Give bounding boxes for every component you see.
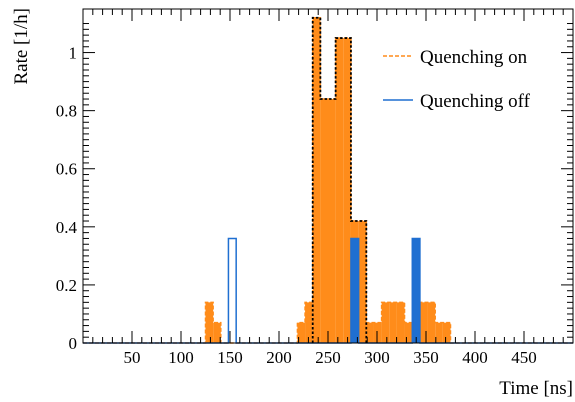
y-axis-title: Rate [1/h] bbox=[11, 8, 32, 85]
axis-ticks bbox=[83, 9, 573, 343]
legend-label-quenching-on: Quenching on bbox=[420, 47, 528, 68]
quenching-on-bar-1 bbox=[205, 302, 214, 343]
y-tick-label-0: 0 bbox=[69, 334, 78, 353]
x-axis-title: Time [ns] bbox=[499, 378, 573, 399]
axis-tick-labels: 50 100 150 200 250 300 350 400 450 0 0.2 0.4 0.6 0.8 1 bbox=[56, 44, 537, 367]
y-tick-label-3: 0.6 bbox=[56, 160, 77, 179]
quenching-on-bar-13 bbox=[366, 322, 374, 343]
x-tick-label-350: 350 bbox=[413, 348, 439, 367]
quenching-on-bar-23 bbox=[442, 322, 451, 343]
y-tick-label-5: 1 bbox=[69, 44, 78, 63]
x-tick-label-400: 400 bbox=[462, 348, 488, 367]
quenching-on-bar-8 bbox=[328, 99, 336, 343]
x-tick-label-50: 50 bbox=[124, 348, 141, 367]
x-tick-label-450: 450 bbox=[511, 348, 537, 367]
quenching-off-bar-3 bbox=[350, 238, 359, 343]
quenching-on-bar-15 bbox=[381, 302, 390, 343]
quenching-on-bar-6 bbox=[312, 17, 321, 343]
quenching-on-bar-9 bbox=[335, 38, 344, 343]
quenching-on-bar-4 bbox=[297, 322, 306, 343]
quenching-on-bar-20 bbox=[419, 302, 428, 343]
quenching-on-bar-22 bbox=[435, 322, 443, 343]
quenching-on-bar-21 bbox=[427, 302, 436, 343]
x-tick-label-300: 300 bbox=[364, 348, 390, 367]
x-tick-label-100: 100 bbox=[168, 348, 194, 367]
quenching-on-bar-18 bbox=[404, 322, 413, 343]
quenching-on-bar-12 bbox=[358, 221, 367, 343]
quenching-on-bar-10 bbox=[343, 38, 351, 343]
y-tick-label-4: 0.8 bbox=[56, 102, 77, 121]
x-tick-label-200: 200 bbox=[266, 348, 292, 367]
legend: Quenching on Quenching off bbox=[383, 47, 531, 112]
quenching-on-bar-17 bbox=[396, 302, 405, 343]
x-tick-label-250: 250 bbox=[315, 348, 341, 367]
quenching-on-bar-5 bbox=[305, 302, 313, 343]
y-tick-label-2: 0.4 bbox=[56, 218, 78, 237]
quenching-on-bar-2 bbox=[213, 322, 221, 343]
y-tick-label-1: 0.2 bbox=[56, 276, 77, 295]
quenching-on-bar-7 bbox=[320, 99, 328, 343]
quenching-off-outline bbox=[83, 237, 573, 344]
quenching-on-bar-14 bbox=[373, 322, 382, 343]
quenching-off-bar-5 bbox=[412, 238, 420, 343]
quenching-on-bar-16 bbox=[389, 302, 397, 343]
x-tick-label-150: 150 bbox=[217, 348, 243, 367]
main-peak-outline bbox=[311, 16, 368, 343]
legend-label-quenching-off: Quenching off bbox=[420, 91, 531, 112]
plot-content bbox=[83, 16, 573, 344]
